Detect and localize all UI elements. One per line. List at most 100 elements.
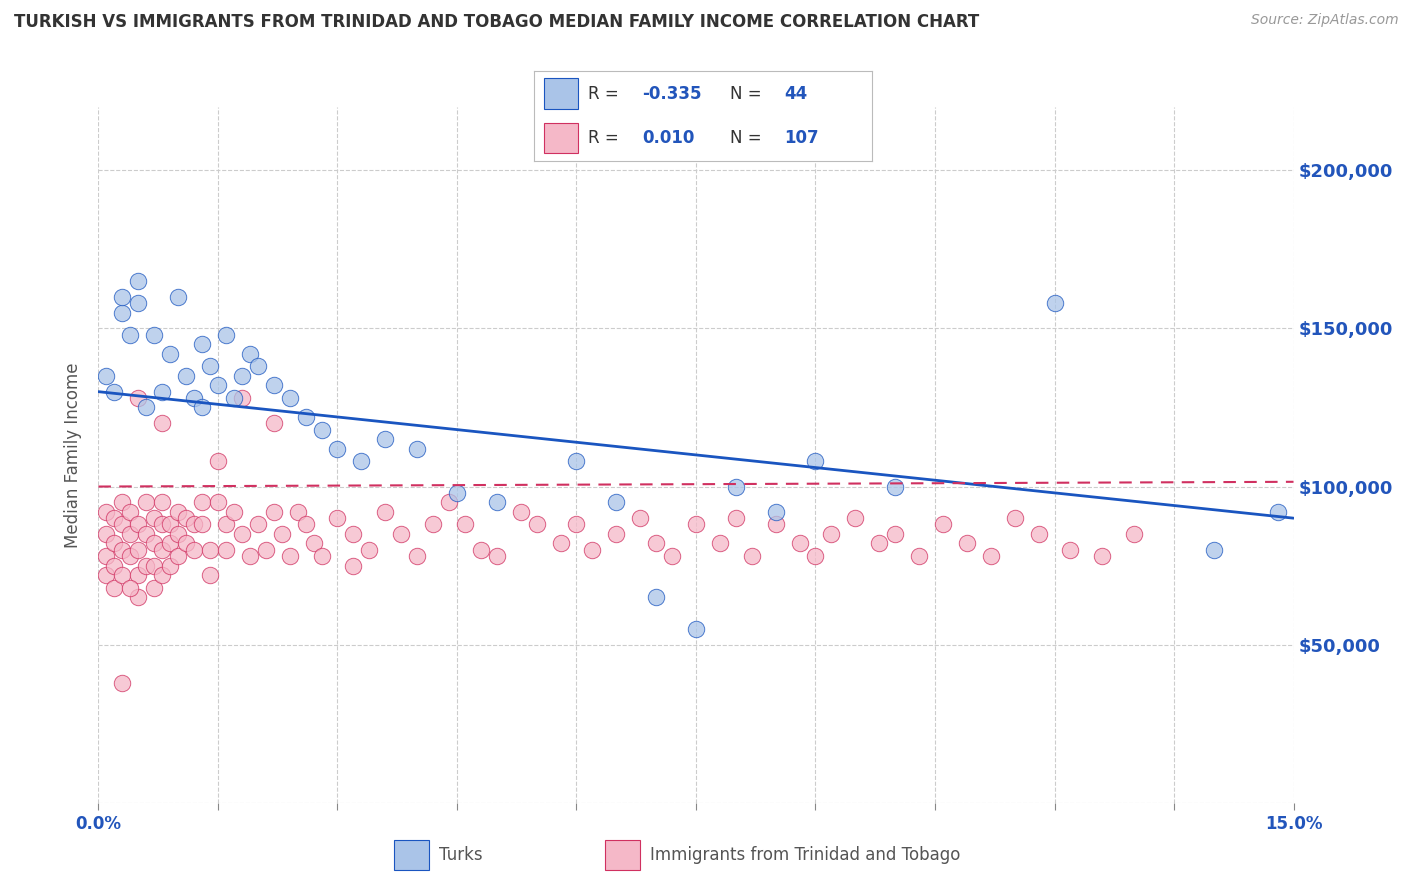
Point bbox=[422, 517, 444, 532]
Point bbox=[956, 536, 979, 550]
Point bbox=[191, 517, 214, 532]
Point bbox=[406, 549, 429, 563]
Point bbox=[183, 517, 205, 532]
Point bbox=[605, 495, 627, 509]
Point bbox=[645, 591, 668, 605]
Text: Source: ZipAtlas.com: Source: ZipAtlas.com bbox=[1251, 13, 1399, 28]
Point bbox=[127, 568, 149, 582]
Point bbox=[174, 511, 197, 525]
Point bbox=[263, 505, 285, 519]
Point bbox=[207, 378, 229, 392]
Point bbox=[302, 536, 325, 550]
Point bbox=[868, 536, 890, 550]
Point bbox=[159, 347, 181, 361]
Point bbox=[980, 549, 1002, 563]
Point bbox=[222, 505, 245, 519]
Point bbox=[111, 517, 134, 532]
Point bbox=[159, 536, 181, 550]
Point bbox=[111, 495, 134, 509]
Point bbox=[127, 391, 149, 405]
Point bbox=[231, 368, 253, 383]
Text: Turks: Turks bbox=[439, 847, 482, 864]
Point bbox=[374, 505, 396, 519]
Point bbox=[565, 454, 588, 468]
Point bbox=[1004, 511, 1026, 525]
Point bbox=[263, 417, 285, 431]
Point bbox=[765, 505, 787, 519]
Point bbox=[111, 290, 134, 304]
Point bbox=[143, 536, 166, 550]
Point bbox=[103, 511, 125, 525]
Point bbox=[127, 274, 149, 288]
Point bbox=[311, 549, 333, 563]
Point bbox=[509, 505, 531, 519]
Point bbox=[111, 675, 134, 690]
Point bbox=[350, 454, 373, 468]
Point bbox=[96, 527, 118, 541]
Point bbox=[127, 517, 149, 532]
Point bbox=[215, 542, 238, 557]
Point bbox=[198, 359, 221, 374]
Point bbox=[239, 549, 262, 563]
Point bbox=[485, 495, 508, 509]
Point bbox=[724, 511, 747, 525]
Point bbox=[135, 558, 157, 573]
Point bbox=[581, 542, 603, 557]
Point bbox=[127, 296, 149, 310]
Point bbox=[1091, 549, 1114, 563]
Point bbox=[103, 536, 125, 550]
Text: N =: N = bbox=[730, 85, 762, 103]
Point bbox=[167, 505, 190, 519]
Point bbox=[844, 511, 866, 525]
Point bbox=[254, 542, 277, 557]
Point bbox=[1059, 542, 1081, 557]
Point bbox=[605, 527, 627, 541]
Point bbox=[389, 527, 412, 541]
Point bbox=[120, 549, 142, 563]
Point bbox=[103, 581, 125, 595]
Point bbox=[135, 401, 157, 415]
Point bbox=[709, 536, 731, 550]
Point bbox=[1028, 527, 1050, 541]
Point bbox=[804, 454, 827, 468]
Point bbox=[215, 327, 238, 342]
Point bbox=[342, 527, 364, 541]
Point bbox=[120, 527, 142, 541]
Point bbox=[127, 591, 149, 605]
Point bbox=[278, 391, 301, 405]
Text: 0.010: 0.010 bbox=[643, 129, 695, 147]
Point bbox=[191, 337, 214, 351]
Point bbox=[96, 368, 118, 383]
Point bbox=[724, 479, 747, 493]
Text: 44: 44 bbox=[785, 85, 807, 103]
Point bbox=[884, 479, 907, 493]
Point bbox=[111, 305, 134, 319]
Text: N =: N = bbox=[730, 129, 762, 147]
Text: TURKISH VS IMMIGRANTS FROM TRINIDAD AND TOBAGO MEDIAN FAMILY INCOME CORRELATION : TURKISH VS IMMIGRANTS FROM TRINIDAD AND … bbox=[14, 13, 980, 31]
Point bbox=[374, 432, 396, 446]
Point bbox=[661, 549, 683, 563]
Point bbox=[150, 568, 173, 582]
Point bbox=[111, 542, 134, 557]
Point bbox=[820, 527, 842, 541]
Point bbox=[120, 505, 142, 519]
Point bbox=[167, 549, 190, 563]
Point bbox=[183, 391, 205, 405]
Point bbox=[550, 536, 572, 550]
Point bbox=[1202, 542, 1225, 557]
Point bbox=[96, 549, 118, 563]
Point bbox=[191, 401, 214, 415]
Point bbox=[143, 558, 166, 573]
Point bbox=[1267, 505, 1289, 519]
Point bbox=[326, 511, 349, 525]
Point bbox=[143, 581, 166, 595]
Point bbox=[127, 542, 149, 557]
Text: Immigrants from Trinidad and Tobago: Immigrants from Trinidad and Tobago bbox=[650, 847, 960, 864]
Point bbox=[294, 517, 316, 532]
Point bbox=[246, 359, 269, 374]
Point bbox=[215, 517, 238, 532]
Point bbox=[159, 558, 181, 573]
Point bbox=[359, 542, 381, 557]
Point bbox=[287, 505, 309, 519]
Point bbox=[143, 327, 166, 342]
